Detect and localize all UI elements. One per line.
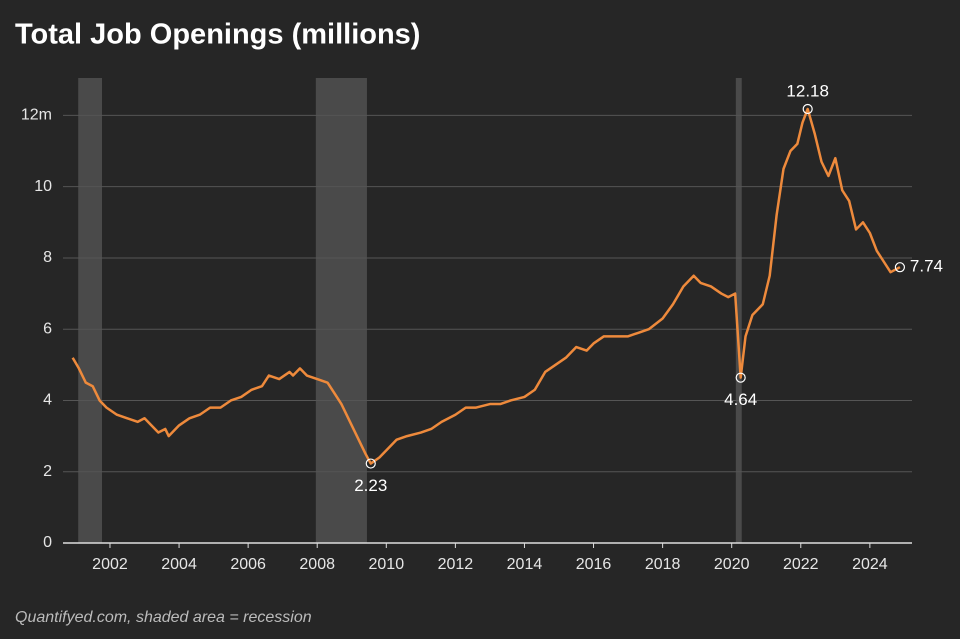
annotation-label: 2.23 [354,476,387,495]
x-tick-label: 2006 [230,556,266,573]
annotation-marker [365,458,376,469]
y-tick-label: 2 [43,463,52,480]
chart-title: Total Job Openings (millions) [15,19,420,51]
footnote: Quantifyed.com, shaded area = recession [15,609,312,626]
x-tick-label: 2020 [714,556,750,573]
x-tick-label: 2004 [161,556,197,573]
x-tick-label: 2012 [438,556,474,573]
y-tick-label: 0 [43,534,52,551]
x-tick-label: 2014 [507,556,543,573]
x-tick-label: 2008 [299,556,335,573]
x-tick-label: 2002 [92,556,128,573]
y-tick-label: 8 [43,249,52,266]
x-tick-label: 2024 [852,556,888,573]
annotation-marker [894,262,906,273]
x-tick-label: 2018 [645,556,681,573]
y-tick-label: 6 [43,320,52,337]
y-tick-label: 12m [21,107,52,124]
annotation-marker [802,103,813,115]
line [71,107,901,465]
x-tick-label: 2010 [369,556,405,573]
annotation-label: 7.74 [910,257,943,276]
annotation-label: 12.18 [786,81,829,100]
annotation-marker [735,372,746,383]
x-tick-label: 2022 [783,556,819,573]
y-tick-label: 4 [43,392,52,409]
recession-band [78,78,103,543]
x-tick-label: 2016 [576,556,612,573]
recession-band [315,78,367,543]
y-tick-label: 10 [34,178,52,195]
annotation-label: 4.64 [724,390,757,409]
recession-band [735,78,742,543]
